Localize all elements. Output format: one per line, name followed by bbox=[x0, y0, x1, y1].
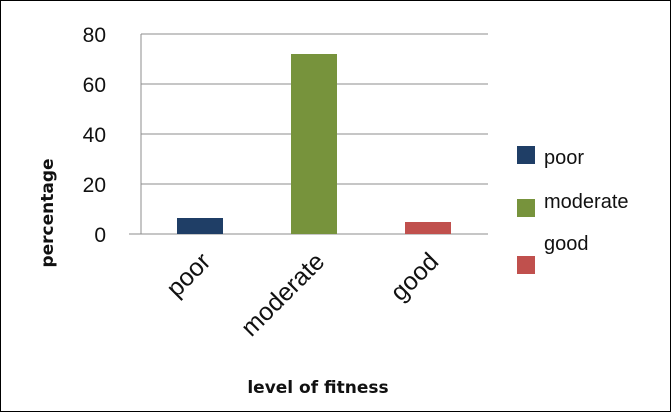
legend-label: good bbox=[544, 233, 589, 255]
category-labels: poor moderate good bbox=[161, 247, 444, 341]
category-label: moderate bbox=[236, 247, 330, 341]
y-tick-label: 0 bbox=[94, 224, 106, 247]
category-label: poor bbox=[161, 247, 216, 302]
legend-swatch bbox=[517, 256, 535, 274]
x-axis-title: level of fitness bbox=[247, 378, 388, 398]
bars bbox=[177, 54, 451, 234]
legend-label: moderate bbox=[544, 191, 629, 213]
y-axis-title: percentage bbox=[38, 158, 58, 267]
legend-swatch bbox=[517, 199, 535, 217]
y-tick-label: 40 bbox=[83, 124, 106, 147]
legend-swatch bbox=[517, 146, 535, 164]
legend-label: poor bbox=[544, 147, 584, 169]
legend: poor moderate good bbox=[517, 146, 629, 274]
bar-poor bbox=[177, 218, 223, 234]
bar-moderate bbox=[291, 54, 337, 234]
y-tick-labels: 80 60 40 20 0 bbox=[83, 24, 106, 247]
y-tick-label: 20 bbox=[83, 174, 106, 197]
category-label: good bbox=[385, 247, 444, 306]
y-tick-label: 80 bbox=[83, 24, 106, 47]
y-tick-label: 60 bbox=[83, 74, 106, 97]
bar-good bbox=[405, 222, 451, 234]
